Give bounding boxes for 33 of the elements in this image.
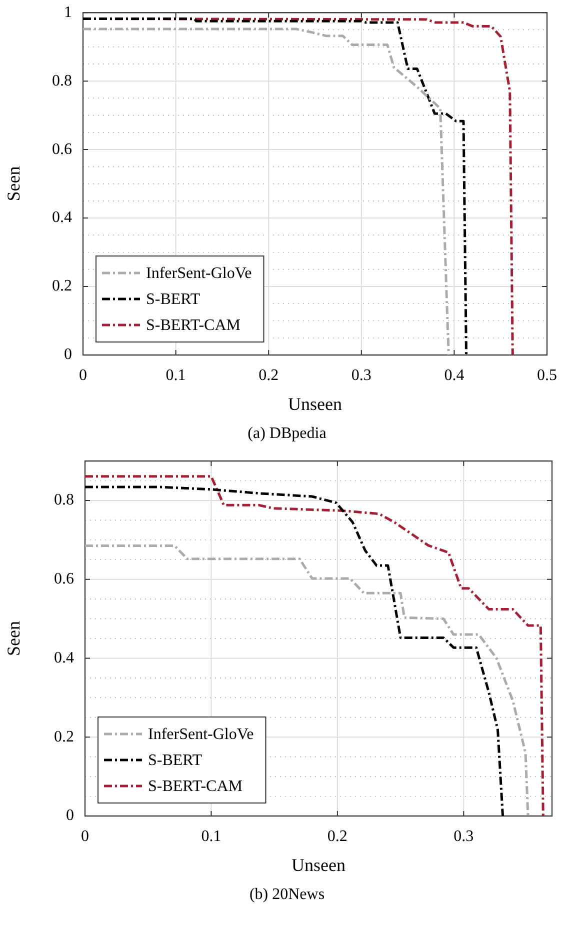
legend-label: S-BERT-CAM: [146, 317, 240, 334]
x-axis-title: Unseen: [292, 854, 346, 875]
x-tick-label: 0.2: [258, 366, 279, 384]
y-tick-label: 0.8: [54, 492, 74, 509]
legend-label: S-BERT: [146, 291, 200, 308]
x-tick-label: 0.1: [201, 828, 222, 845]
y-tick-label: 0: [64, 346, 72, 364]
y-tick-label: 0: [66, 807, 74, 824]
x-axis-title: Unseen: [288, 394, 342, 414]
text: (b) 20News: [248, 885, 326, 905]
x-tick-label: 0.3: [454, 828, 474, 845]
y-tick-label: 0.4: [52, 209, 72, 226]
y-tick-label: 0.6: [54, 570, 74, 588]
x-tick-label: 0.5: [537, 366, 557, 384]
y-axis-title: Seen: [4, 166, 24, 202]
y-tick-label: 1: [64, 4, 72, 21]
legend-label: InferSent-GloVe: [146, 265, 252, 282]
y-tick-label: 0.2: [52, 278, 72, 295]
legend-label: S-BERT-CAM: [148, 778, 242, 796]
x-tick-label: 0: [79, 366, 87, 384]
legend-label: S-BERT: [148, 752, 202, 770]
y-tick-label: 0.2: [54, 728, 74, 746]
x-tick-label: 0.1: [166, 366, 186, 384]
x-tick-label: 0.3: [351, 366, 372, 384]
x-tick-label: 0.2: [327, 828, 348, 845]
x-tick-label: 0: [81, 828, 89, 845]
y-tick-label: 0.8: [52, 72, 72, 90]
y-tick-label: 0.6: [52, 140, 72, 158]
text: (a) DBpedia: [246, 424, 328, 444]
y-tick-label: 0.4: [54, 649, 74, 666]
legend-label: InferSent-GloVe: [148, 726, 254, 744]
x-tick-label: 0.4: [444, 366, 464, 384]
y-axis-title: Seen: [4, 621, 24, 656]
